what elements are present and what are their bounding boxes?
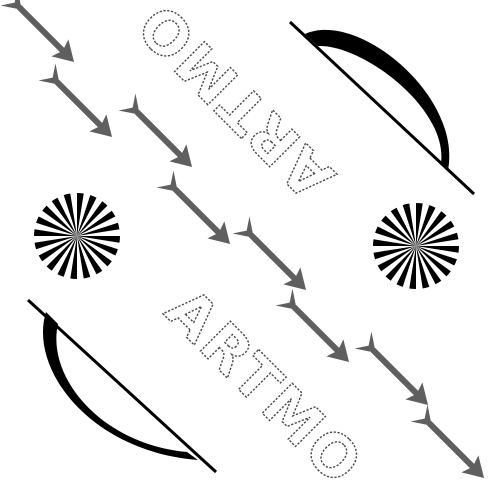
starburst-ray bbox=[77, 236, 120, 243]
starburst-ray bbox=[77, 236, 91, 279]
starburst-ray bbox=[377, 246, 416, 272]
starburst-ray bbox=[46, 236, 77, 271]
starburst-ray bbox=[373, 239, 416, 246]
starburst-ray bbox=[77, 236, 103, 275]
starburst-ray bbox=[38, 236, 77, 262]
starburst-ray bbox=[409, 246, 416, 289]
starburst-ray bbox=[63, 193, 77, 236]
starburst-ray bbox=[416, 246, 430, 289]
arrow-icon bbox=[233, 217, 315, 299]
starburst-icon bbox=[373, 203, 459, 289]
starburst-ray bbox=[34, 236, 77, 250]
starburst-ray bbox=[416, 220, 455, 246]
bow-icon bbox=[288, 20, 476, 196]
arrow-icon bbox=[119, 94, 201, 176]
starburst-ray bbox=[416, 232, 459, 246]
starburst-ray bbox=[42, 205, 77, 236]
starburst-ray bbox=[416, 246, 459, 253]
starburst-ray bbox=[385, 246, 416, 281]
starburst-ray bbox=[77, 236, 118, 256]
arrow-icon bbox=[355, 332, 437, 414]
starburst-ray bbox=[77, 195, 97, 236]
starburst-ray bbox=[381, 215, 416, 246]
starburst-ray bbox=[51, 197, 77, 236]
starburst-ray bbox=[375, 226, 416, 246]
starburst-ray bbox=[416, 246, 442, 285]
starburst-ray bbox=[36, 216, 77, 236]
arrow-icon bbox=[1, 0, 83, 71]
starburst-ray bbox=[416, 246, 457, 266]
bow-icon bbox=[26, 298, 218, 474]
starburst-ray bbox=[396, 246, 416, 287]
starburst-ray bbox=[77, 201, 108, 236]
starburst-ray bbox=[77, 193, 84, 236]
starburst-ray bbox=[390, 207, 416, 246]
starburst-ray bbox=[57, 236, 77, 277]
arrow-icon bbox=[276, 289, 358, 371]
artmo-text-bottom: ARTMO bbox=[152, 275, 377, 500]
starburst-ray bbox=[416, 205, 436, 246]
starburst-ray bbox=[416, 246, 451, 277]
starburst-icon bbox=[34, 193, 120, 279]
arrow-icon bbox=[39, 64, 121, 146]
starburst-ray bbox=[416, 211, 447, 246]
starburst-ray bbox=[70, 236, 77, 279]
starburst-ray bbox=[34, 229, 77, 236]
starburst-ray bbox=[373, 246, 416, 260]
arrow-icon bbox=[157, 171, 239, 253]
starburst-ray bbox=[77, 236, 112, 267]
starburst-ray bbox=[416, 203, 423, 246]
arrow-icon bbox=[411, 405, 493, 487]
starburst-ray bbox=[77, 222, 120, 236]
artmo-text-bottom-label: ARTMO bbox=[153, 275, 377, 499]
starburst-ray bbox=[402, 203, 416, 246]
starburst-ray bbox=[77, 210, 116, 236]
